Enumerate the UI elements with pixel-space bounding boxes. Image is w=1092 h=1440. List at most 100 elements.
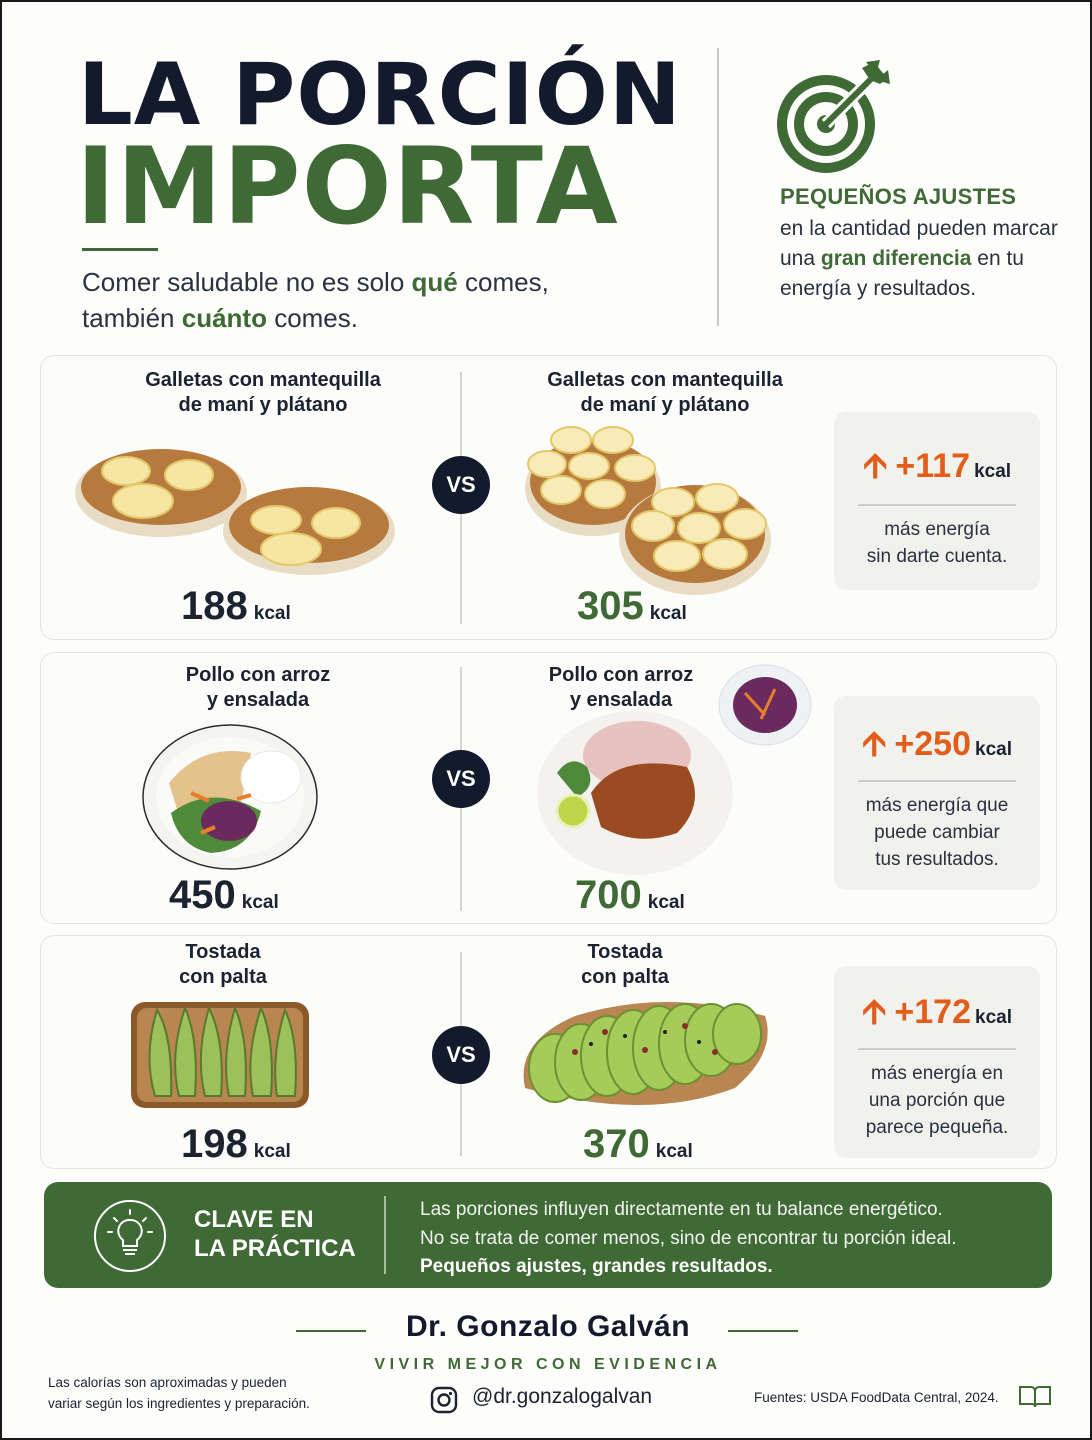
title-line-2: IMPORTA xyxy=(76,125,619,248)
subtitle-text: Comer saludable no es solo xyxy=(82,267,412,297)
food-title-line: de maní y plátano xyxy=(580,394,750,416)
disclaimer-line: Las calorías son aproximadas y pueden xyxy=(48,1375,287,1390)
disclaimer-line: variar según los ingredientes y preparac… xyxy=(48,1396,310,1411)
kcal-unit: kcal xyxy=(253,603,291,624)
key-title-line: LA PRÁCTICA xyxy=(194,1235,356,1262)
difference-text: más energía sin darte cuenta. xyxy=(834,516,1040,570)
kcal-left: 450 kcal xyxy=(169,873,279,925)
kcal-unit: kcal xyxy=(241,892,279,913)
lightbulb-icon xyxy=(94,1200,166,1272)
food-title-left: Tostada con palta xyxy=(143,940,303,990)
author-rule-right xyxy=(728,1330,798,1332)
arrow-up-icon: 🡩 xyxy=(862,447,888,485)
arrow-up-icon: 🡩 xyxy=(862,993,887,1031)
difference-unit: kcal xyxy=(974,461,1012,482)
subtitle-emphasis-cuanto: cuánto xyxy=(181,303,267,333)
difference-value: 🡩 +250 kcal xyxy=(834,720,1040,777)
side-text-part: en tu energía y resultados. xyxy=(780,247,1024,300)
vs-badge: VS xyxy=(432,750,490,808)
subtitle: Comer saludable no es solo qué comes, ta… xyxy=(82,264,682,336)
difference-box: 🡩 +172 kcal más energía en una porción que… xyxy=(834,966,1040,1158)
chicken-rice-salad-small-plate-image xyxy=(142,724,318,870)
difference-text-line: tus resultados. xyxy=(875,849,999,870)
key-banner: CLAVE EN LA PRÁCTICA Las porciones influ… xyxy=(44,1182,1052,1288)
kcal-value: 198 xyxy=(181,1122,248,1166)
side-text: en la cantidad pueden marcar una gran di… xyxy=(780,214,1060,304)
chicken-rice-salad-large-plate-image xyxy=(537,664,812,875)
difference-rule xyxy=(858,1048,1016,1050)
disclaimer: Las calorías son aproximadas y pueden va… xyxy=(48,1372,368,1414)
comparison-card-cookies: Galletas con mantequilla de maní y pláta… xyxy=(40,355,1057,640)
comparison-card-chicken: Pollo con arroz y ensalada Pollo con arr… xyxy=(40,652,1057,924)
food-title-line: Tostada xyxy=(185,941,261,963)
kcal-right: 370 kcal xyxy=(583,1122,693,1174)
food-title-line: Galletas con mantequilla xyxy=(547,369,783,391)
instagram-handle[interactable]: @dr.gonzalogalvan xyxy=(472,1385,653,1408)
comparison-card-toast: Tostada con palta Tostada con palta xyxy=(40,935,1057,1169)
rice-cakes-large-portion-image xyxy=(525,426,771,595)
food-title-right: Pollo con arroz y ensalada xyxy=(491,663,751,713)
target-arrow-icon xyxy=(777,60,890,173)
subtitle-text: también xyxy=(82,303,182,333)
side-heading: PEQUEÑOS AJUSTES xyxy=(780,184,1017,209)
food-title-left: Galletas con mantequilla de maní y pláta… xyxy=(113,368,413,418)
food-title-line: con palta xyxy=(179,966,267,988)
kcal-value: 188 xyxy=(181,584,248,628)
subtitle-emphasis-que: qué xyxy=(411,267,458,297)
title-line-1: LA PORCIÓN xyxy=(78,45,682,145)
vs-badge: VS xyxy=(432,456,490,514)
kcal-value: 450 xyxy=(169,873,236,917)
difference-text-line: más energía xyxy=(884,519,990,540)
difference-text: más energía en una porción que parece pe… xyxy=(834,1060,1040,1141)
side-text-part: en la cantidad pueden marcar una xyxy=(780,217,1058,270)
difference-text-line: más energía que xyxy=(865,795,1009,816)
difference-rule xyxy=(858,504,1016,506)
instagram-icon[interactable] xyxy=(430,1386,458,1414)
subtitle-text: comes, xyxy=(457,267,549,297)
key-text: Las porciones influyen directamente en t… xyxy=(420,1196,1040,1282)
difference-text-line: una porción que xyxy=(868,1090,1006,1111)
difference-text-line: sin darte cuenta. xyxy=(866,546,1008,567)
food-title-right: Galletas con mantequilla de maní y pláta… xyxy=(515,368,815,418)
food-title-line: de maní y plátano xyxy=(178,394,348,416)
banner-divider xyxy=(384,1196,386,1274)
difference-unit: kcal xyxy=(975,1007,1012,1028)
rice-cakes-small-portion-image xyxy=(75,449,395,575)
kcal-unit: kcal xyxy=(655,1141,693,1162)
difference-number: +172 xyxy=(894,993,972,1031)
difference-value: 🡩 +172 kcal xyxy=(834,988,1040,1045)
kcal-value: 370 xyxy=(583,1122,650,1166)
difference-text-line: más energía en xyxy=(870,1063,1004,1084)
header-divider xyxy=(717,48,719,326)
kcal-unit: kcal xyxy=(647,892,685,913)
kcal-unit: kcal xyxy=(649,603,687,624)
sources: Fuentes: USDA FoodData Central, 2024. xyxy=(754,1390,999,1405)
kcal-left: 198 kcal xyxy=(181,1122,291,1174)
difference-unit: kcal xyxy=(975,739,1012,760)
difference-rule xyxy=(858,780,1016,782)
food-title-left: Pollo con arroz y ensalada xyxy=(128,663,388,713)
side-text-emphasis: gran diferencia xyxy=(820,247,972,270)
difference-number: +250 xyxy=(894,725,972,763)
kcal-right: 700 kcal xyxy=(575,873,685,925)
avocado-toast-small-image xyxy=(131,1002,309,1108)
kcal-unit: kcal xyxy=(253,1141,291,1162)
arrow-up-icon: 🡩 xyxy=(862,725,887,763)
difference-value: 🡩 +117 kcal xyxy=(834,442,1040,499)
motto: VIVIR MEJOR CON EVIDENCIA xyxy=(374,1356,722,1373)
food-title-line: Galletas con mantequilla xyxy=(145,369,381,391)
difference-number: +117 xyxy=(895,447,971,485)
kcal-value: 700 xyxy=(575,873,642,917)
difference-box: 🡩 +117 kcal más energía sin darte cuenta. xyxy=(834,412,1040,590)
title-underline xyxy=(82,248,158,251)
difference-text: más energía que puede cambiar tus result… xyxy=(834,792,1040,873)
difference-box: 🡩 +250 kcal más energía que puede cambiar … xyxy=(834,696,1040,890)
key-title-line: CLAVE EN xyxy=(194,1206,314,1233)
food-title-line: y ensalada xyxy=(206,689,310,711)
author-name: Dr. Gonzalo Galván xyxy=(405,1310,691,1343)
food-title-right: Tostada con palta xyxy=(545,940,705,990)
kcal-value: 305 xyxy=(577,584,644,628)
author-rule-left xyxy=(296,1330,366,1332)
vs-badge: VS xyxy=(432,1026,490,1084)
